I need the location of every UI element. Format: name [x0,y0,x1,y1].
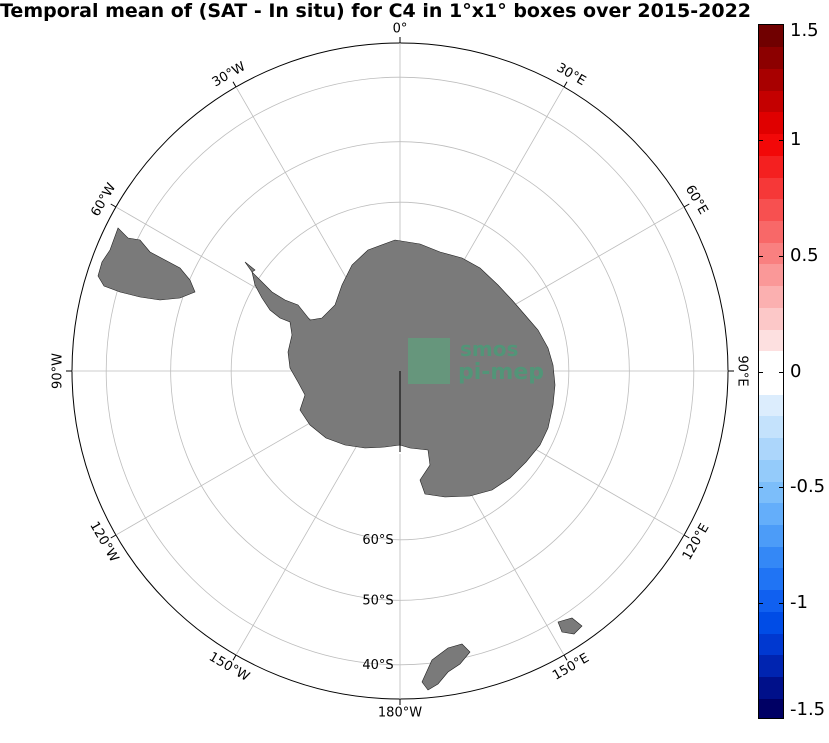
lon-label: 60°E [682,183,711,218]
colorbar-tick-mark [779,255,784,257]
colorbar-tick-mark [758,487,763,489]
colorbar-segment [759,177,783,200]
colorbar: 1.5 1 0.5 0 -0.5 -1 -1.5 [758,22,825,719]
colorbar-tick-mark [758,718,763,719]
watermark-logo [408,338,450,384]
colorbar-segment [759,307,783,330]
lon-label: 30°W [210,59,249,90]
colorbar-tick-label: -0.5 [790,476,826,498]
colorbar-segment [759,589,783,612]
lon-label: 120°E [680,521,713,563]
lon-label: 180°W [378,706,422,721]
colorbar-tick-mark [779,603,784,605]
colorbar-tick-label: 1 [790,128,802,150]
lon-tick [683,203,690,208]
lat-label: 60°S [362,533,393,548]
tasmania [557,617,583,635]
lon-tick [232,81,237,88]
colorbar-segment [759,68,783,91]
colorbar-tick-label: 0.5 [790,244,819,266]
meridian [115,412,329,536]
lat-label: 50°S [362,593,393,608]
lon-tick [563,81,568,88]
colorbar-segment [759,394,783,417]
watermark-line2: pi-mep [458,360,544,385]
colorbar-segment [759,133,783,156]
colorbar-segment [759,502,783,526]
colorbar-segment [759,155,783,178]
lon-label: 90°W [51,353,66,389]
colorbar-tick-mark [779,718,784,719]
colorbar-segment [759,437,783,460]
colorbar-segment [759,415,783,439]
antarctic-peninsula [244,261,256,273]
land-layer [97,227,583,691]
colorbar-segment [759,372,783,395]
colorbar-tick-mark [779,24,784,25]
polar-map: 30°E 60°E 90°E 120°E 150°E 180°W 150°W 120°W 90°… [51,22,750,721]
watermark: smos pi-mep [408,337,544,385]
colorbar-segment [759,220,783,243]
colorbar-gradient [758,24,784,719]
colorbar-segment [759,611,783,634]
colorbar-segment [759,698,783,718]
colorbar-tick-mark [758,371,763,373]
colorbar-segment [759,90,783,113]
colorbar-tick-mark [779,487,784,489]
colorbar-segment [759,242,783,265]
meridian [235,86,359,300]
colorbar-tick-mark [758,139,763,141]
colorbar-segment [759,350,783,373]
colorbar-segment [759,25,783,48]
south-america-tip [97,227,196,301]
lon-tick [563,654,568,661]
lon-tick [232,654,237,661]
new-zealand-south [421,643,471,691]
colorbar-tick-label: 1.5 [790,20,819,41]
colorbar-segment [759,198,783,221]
lon-label: 0° [393,22,408,37]
lat-label: 40°S [362,658,393,673]
meridian [235,442,359,656]
colorbar-tick-mark [758,603,763,605]
lon-label: 150°W [206,650,252,685]
antarctica-landmass [251,239,556,498]
colorbar-tick-mark [758,255,763,257]
colorbar-tick-mark [758,24,763,25]
watermark-line1: smos [460,337,518,361]
colorbar-segment [759,567,783,591]
colorbar-segment [759,481,783,504]
colorbar-segment [759,285,783,308]
lon-label: 60°W [88,181,119,220]
lon-tick [683,534,690,539]
colorbar-segment [759,111,783,135]
colorbar-segment [759,46,783,69]
lon-label: 30°E [554,61,589,90]
colorbar-segment [759,329,783,352]
lon-label: 150°E [550,651,592,684]
colorbar-tick-mark [779,139,784,141]
colorbar-tick-label: 0 [790,360,802,382]
colorbar-segment [759,546,783,569]
colorbar-tick-label: -1 [790,592,808,614]
colorbar-tick-label: -1.5 [790,699,826,720]
colorbar-segment [759,459,783,482]
colorbar-tick-mark [779,371,784,373]
colorbar-segment [759,676,783,699]
colorbar-segment [759,263,783,287]
colorbar-segment [759,654,783,678]
colorbar-segment [759,633,783,656]
lon-label: 90°E [735,355,750,386]
lon-tick [110,203,117,208]
lon-tick [110,534,117,539]
lon-label: 120°W [86,519,121,565]
colorbar-segment [759,524,783,547]
map-title: Temporal mean of (SAT - In situ) for C4 … [0,0,752,22]
